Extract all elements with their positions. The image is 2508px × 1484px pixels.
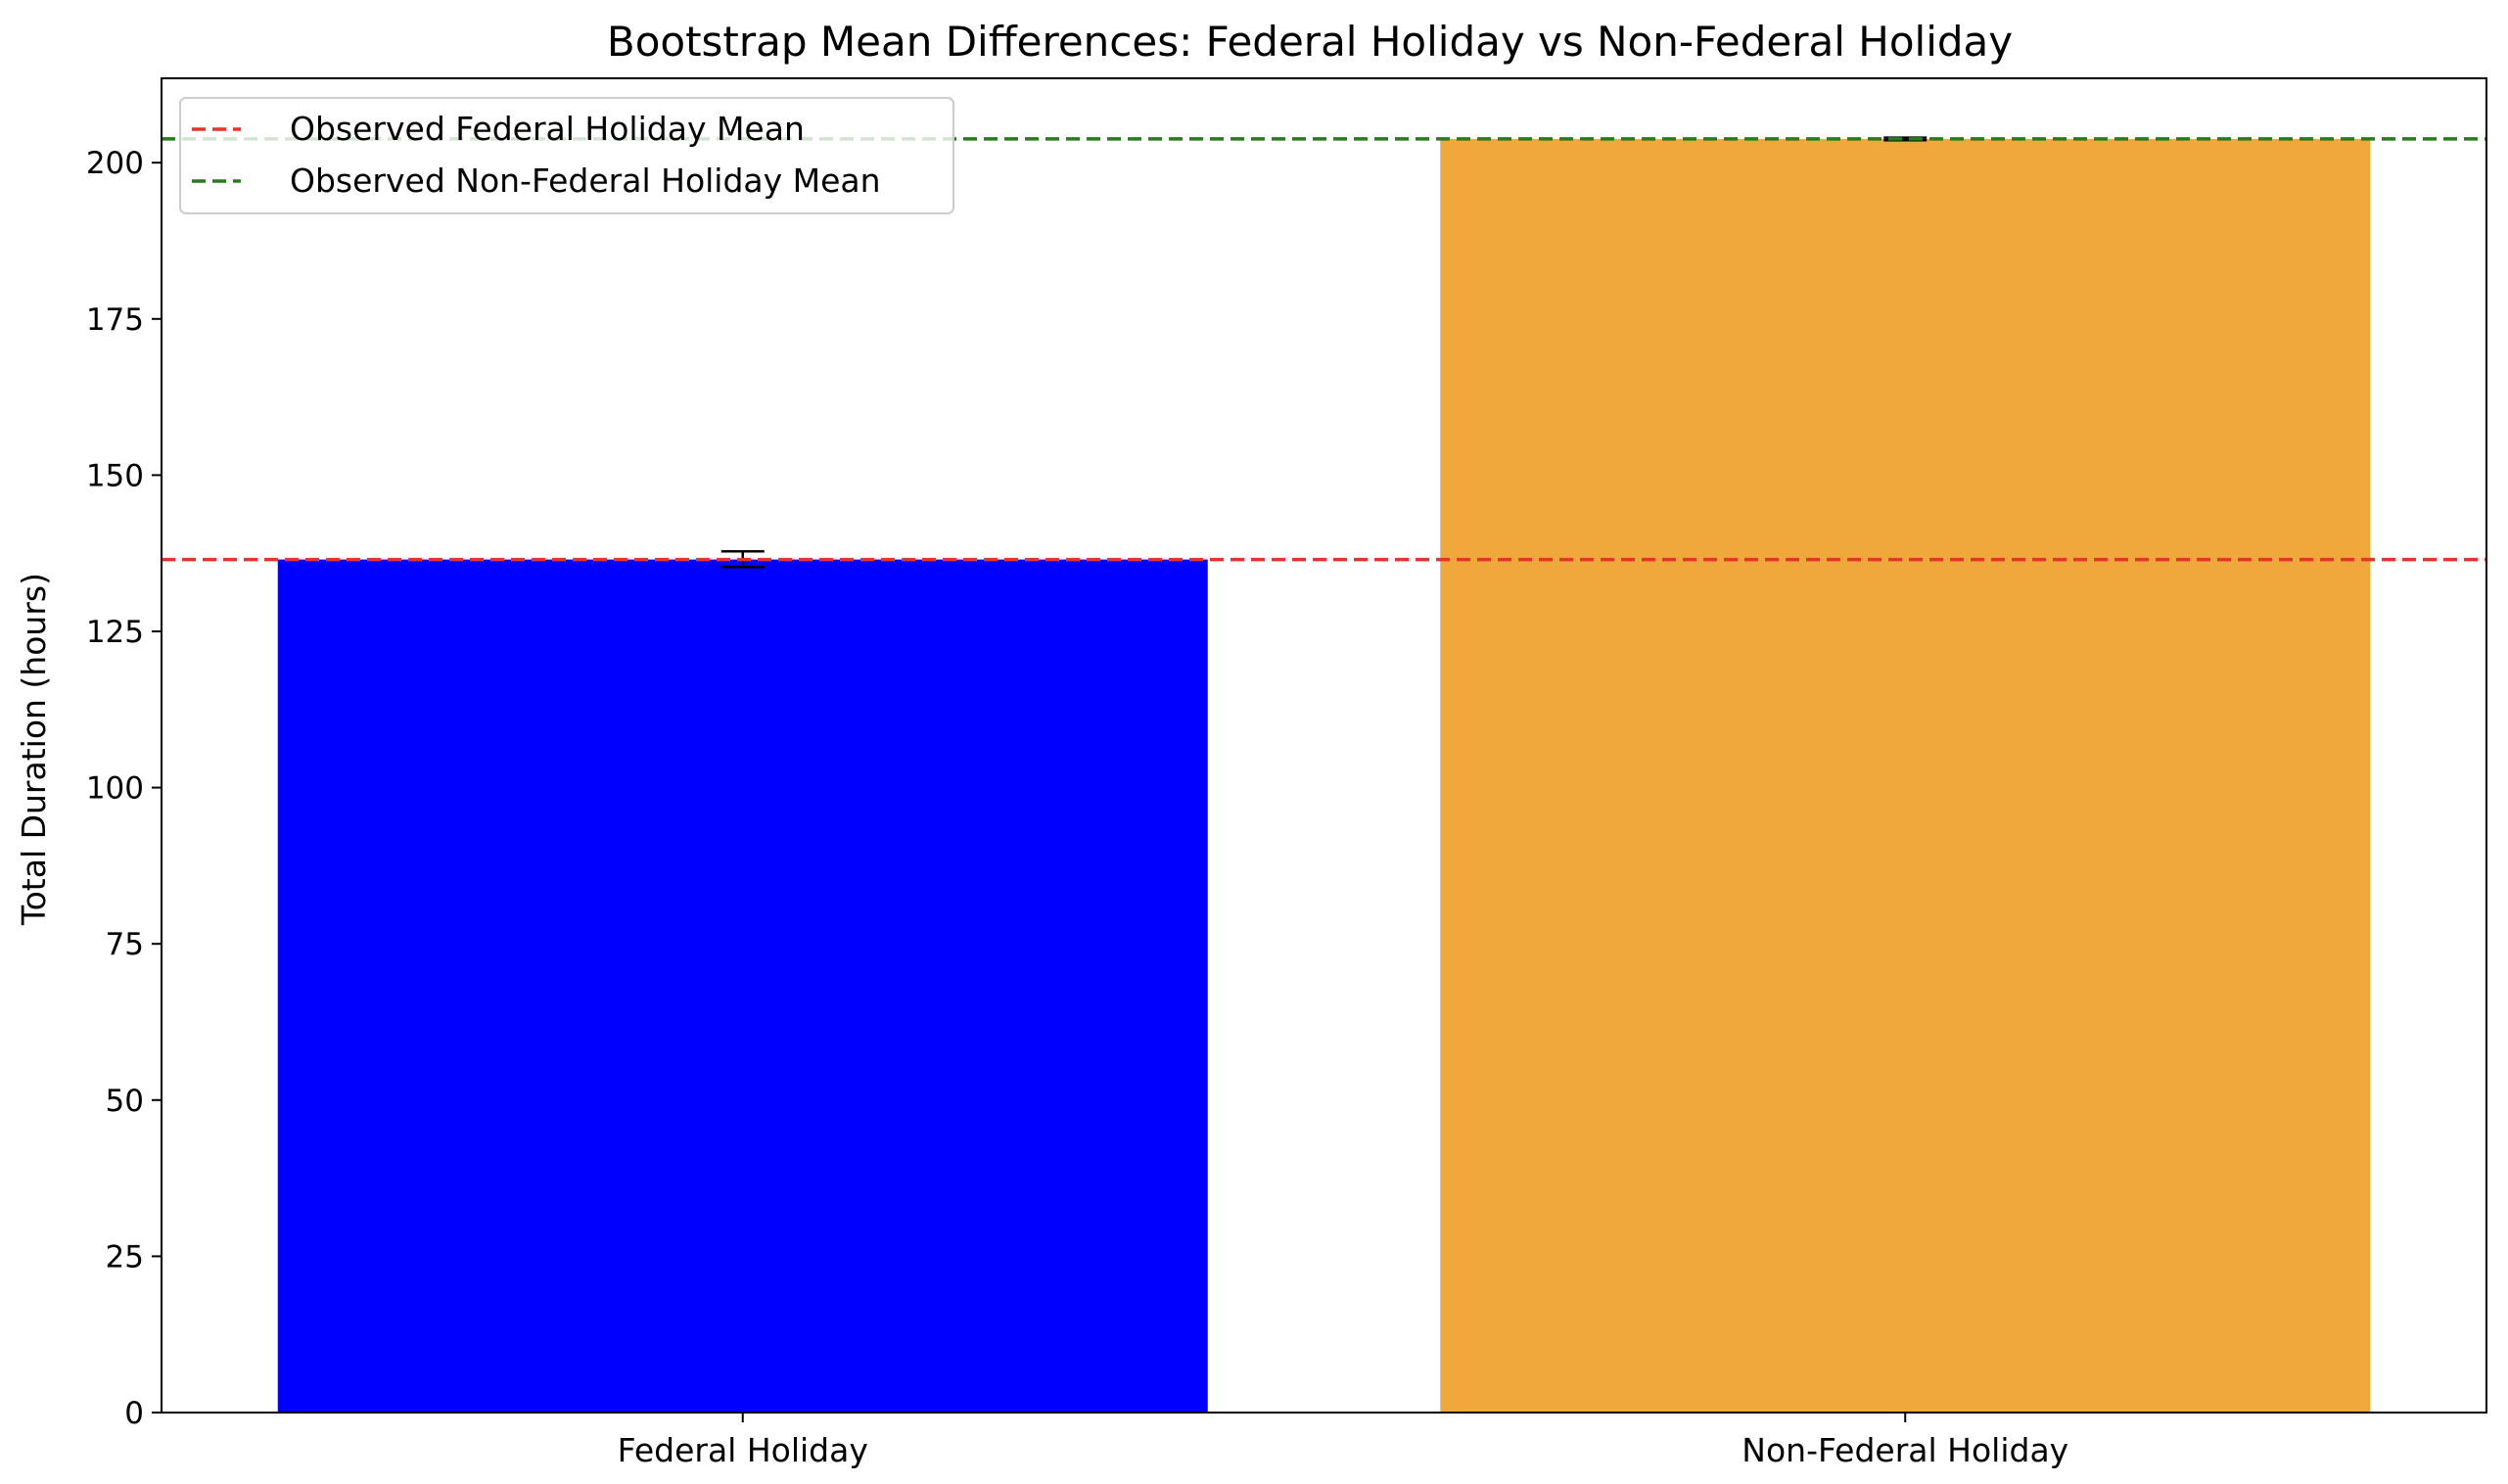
legend-label-2: Observed Non-Federal Holiday Mean: [290, 162, 881, 200]
y-tick-label: 125: [86, 615, 144, 650]
plot-area: 0 25 50 75 100 125 150 175 200 Federal Holiday Non…: [86, 77, 2487, 1469]
y-axis-label: Total Duration (hours): [15, 573, 53, 926]
legend-label-1: Observed Federal Holiday Mean: [290, 110, 805, 148]
y-tick-label: 75: [106, 927, 144, 962]
y-tick-label: 0: [124, 1396, 144, 1431]
y-tick-label: 50: [106, 1084, 144, 1119]
y-tick-label: 100: [86, 771, 144, 807]
x-tick-label: Non-Federal Holiday: [1742, 1431, 2068, 1469]
bar-2: [1440, 138, 2371, 1413]
y-tick-label: 175: [86, 302, 144, 338]
chart-title: Bootstrap Mean Differences: Federal Holi…: [607, 18, 2013, 66]
plot-frame: [161, 77, 2487, 1414]
bar-1: [277, 559, 1208, 1413]
y-tick-label: 200: [86, 146, 144, 181]
x-tick-label: Federal Holiday: [618, 1431, 868, 1469]
legend-box: [179, 97, 954, 214]
y-tick-label: 150: [86, 458, 144, 493]
y-tick-label: 25: [106, 1239, 144, 1275]
legend: Observed Federal Holiday Mean Observed No…: [179, 97, 954, 214]
